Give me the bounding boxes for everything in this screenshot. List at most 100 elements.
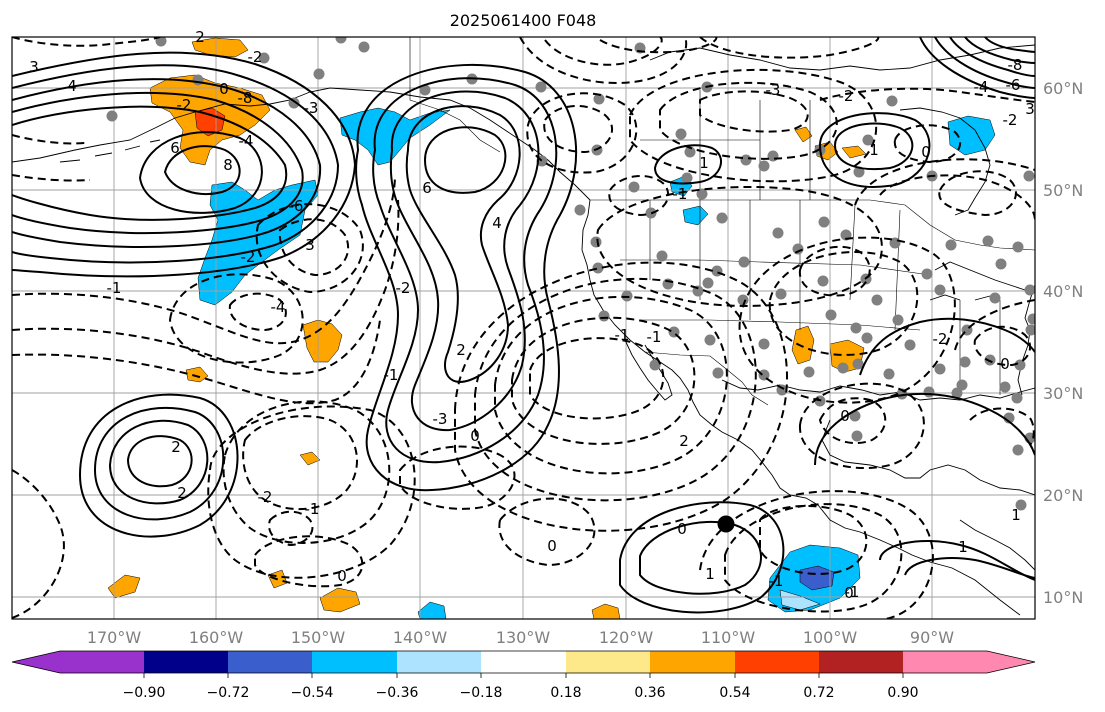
contour-dashed — [12, 37, 161, 47]
shaded-anomalies — [107, 37, 996, 619]
lon-label: 150°W — [291, 628, 346, 647]
contour-label: 8 — [223, 156, 233, 174]
shade-darkblue-epac — [799, 565, 835, 591]
contour-dashed — [543, 104, 614, 154]
border-us-mexico — [644, 351, 769, 406]
contour-label: -2 — [396, 279, 411, 297]
colorbar-label: −0.18 — [460, 685, 503, 701]
map-frame — [11, 36, 1036, 620]
contour-dashed — [498, 497, 596, 567]
contour-solid — [93, 406, 225, 521]
lat-label: 50°N — [1043, 181, 1083, 200]
contour-label: -2 — [248, 48, 263, 66]
coast-greatlakes — [929, 261, 1026, 301]
colorbar-segment — [903, 651, 1035, 673]
contour-solid — [949, 37, 1035, 77]
contour-label: -2 — [177, 96, 192, 114]
lon-label: 170°W — [87, 628, 142, 647]
contour-dashed — [798, 245, 871, 297]
contour-label: 0 — [219, 80, 229, 98]
contour-solid — [405, 105, 521, 383]
shade-orange-canada — [794, 126, 813, 143]
contour-dashed — [12, 469, 65, 619]
contour-dashed — [954, 299, 1035, 351]
lon-label: 110°W — [701, 628, 756, 647]
colorbar-segment — [228, 651, 312, 673]
contour-label: -2 — [839, 87, 854, 105]
contour-dashed — [608, 174, 670, 217]
contour-label: 3 — [305, 236, 315, 254]
shade-orange-small5 — [319, 587, 361, 613]
contour-solid — [934, 37, 1035, 89]
contour-label: 6 — [170, 139, 180, 157]
contour-dashed — [519, 37, 688, 84]
contour-label: 2 — [171, 438, 181, 456]
colorbar-outline — [11, 650, 1036, 674]
contour-label: 1 — [1011, 506, 1021, 524]
colorbar-segment — [735, 651, 819, 673]
contour-label: -2 — [241, 248, 256, 266]
shade-orange-canada3 — [841, 145, 867, 159]
colorbar-label: 0.36 — [634, 685, 665, 701]
contour-label: -2 — [258, 488, 273, 506]
contour-solid — [833, 122, 914, 171]
contour-solid — [355, 64, 578, 492]
contour-dashed — [724, 503, 903, 613]
map-title: 2025061400 F048 — [450, 11, 597, 30]
graticule — [12, 37, 1035, 619]
coast-eastcoast — [1017, 284, 1035, 396]
contour-dashed — [526, 92, 638, 174]
contour-label: 2 — [195, 28, 205, 46]
contour-solid — [126, 435, 193, 488]
contour-solid — [964, 37, 1035, 64]
contour-solid — [879, 539, 1035, 581]
contour-label: 0 — [921, 143, 931, 161]
contour-solid — [389, 90, 540, 432]
contour-dashed — [544, 37, 663, 66]
colorbar-label: −0.90 — [123, 685, 166, 701]
longitude-labels: 170°W 160°W 150°W 140°W 130°W 120°W 110°… — [87, 628, 954, 647]
colorbar-segment — [144, 651, 228, 673]
contours-positive — [12, 37, 1035, 614]
shade-lightblue-epac — [779, 589, 821, 611]
colorbar-label: −0.72 — [207, 685, 250, 701]
colorbar-ticks — [143, 673, 904, 678]
lat-label: 10°N — [1043, 588, 1083, 607]
contour-label: 0 — [337, 567, 347, 585]
contour-solid — [12, 51, 357, 278]
contour-dashed — [798, 382, 925, 469]
shade-red-alaska — [194, 107, 226, 137]
contour-label: -4 — [974, 78, 989, 96]
contour-dashed — [207, 405, 416, 579]
lon-label: 90°W — [910, 628, 954, 647]
contour-label: 3 — [1025, 100, 1035, 118]
contour-label: 4 — [492, 214, 502, 232]
contour-dashed — [399, 445, 516, 510]
contour-solid — [904, 557, 1035, 579]
contour-solid — [12, 78, 322, 248]
contour-solid — [653, 144, 723, 185]
contour-label: 1 — [869, 141, 879, 159]
contour-label: 0 — [844, 584, 854, 602]
contour-label: 0 — [677, 520, 687, 538]
shade-orange-top — [191, 37, 249, 58]
contour-solid — [639, 520, 762, 595]
contour-label: -8 — [238, 89, 253, 107]
contour-dashed — [596, 185, 883, 307]
contour-dashed — [699, 90, 809, 133]
contour-label: -3 — [766, 81, 781, 99]
shade-orange-mid — [302, 319, 343, 363]
colorbar-segment — [819, 651, 903, 673]
contour-label: -4 — [239, 132, 254, 150]
contour-label: -1 — [615, 326, 630, 344]
contour-label: -1 — [673, 185, 688, 203]
contour-solid — [163, 145, 241, 195]
contour-dashed — [255, 203, 364, 294]
contour-dashed — [12, 134, 86, 145]
contour-label: -6 — [289, 197, 304, 215]
contour-solid — [12, 105, 288, 221]
contour-label: 1 — [699, 154, 709, 172]
contour-label: -2 — [1003, 111, 1018, 129]
contour-solid — [108, 419, 209, 505]
coast-arctic — [649, 44, 1035, 71]
